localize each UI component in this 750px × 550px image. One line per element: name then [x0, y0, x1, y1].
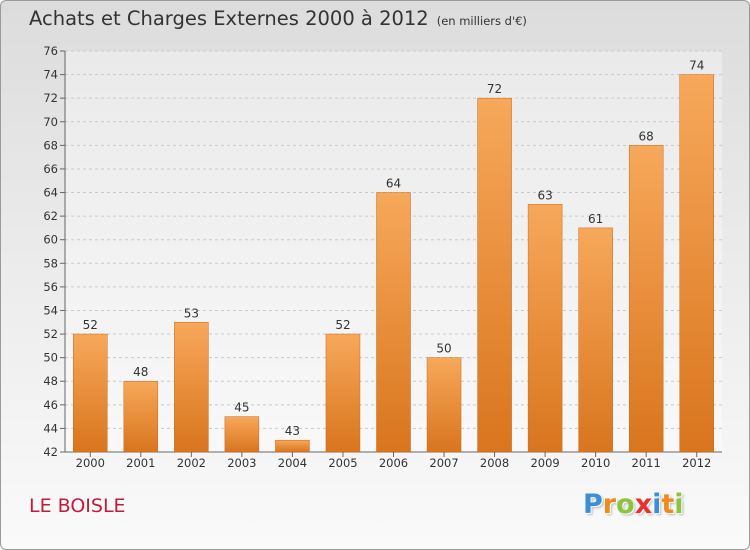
bar-value-label: 48	[133, 365, 148, 379]
x-tick-label: 2000	[76, 456, 105, 470]
y-tick-label: 72	[43, 91, 58, 105]
y-tick-label: 60	[43, 233, 58, 247]
x-tick-label: 2008	[480, 456, 509, 470]
logo-letter: t	[661, 489, 675, 520]
bar	[73, 333, 108, 453]
bar	[527, 204, 563, 453]
logo-letter: i	[674, 489, 684, 520]
bar-value-label: 45	[234, 401, 249, 415]
bar	[275, 439, 310, 453]
y-tick-label: 74	[43, 68, 58, 82]
bar-value-label: 63	[537, 188, 552, 202]
x-tick-label: 2007	[429, 456, 458, 470]
chart-title-main: Achats et Charges Externes 2000 à 2012	[29, 7, 429, 30]
bar-value-label: 50	[436, 342, 451, 356]
bar	[123, 380, 159, 453]
x-tick-label: 2002	[177, 456, 206, 470]
y-tick-label: 68	[43, 138, 58, 152]
x-tick-label: 2001	[126, 456, 155, 470]
x-tick-label: 2005	[328, 456, 357, 470]
bar-value-label: 74	[689, 59, 704, 73]
proxiti-logo: Proxiti	[583, 489, 684, 520]
bar-value-label: 68	[639, 129, 654, 143]
y-tick-label: 50	[43, 351, 58, 365]
y-tick-label: 56	[43, 280, 58, 294]
bar-value-label: 43	[285, 424, 300, 438]
y-tick-label: 48	[43, 374, 58, 388]
chart-subtitle: (en milliers d'€)	[436, 14, 527, 28]
y-tick-label: 70	[43, 115, 58, 129]
x-tick-label: 2009	[530, 456, 559, 470]
bar	[426, 357, 462, 453]
logo-letter: r	[602, 489, 617, 520]
x-tick-label: 2011	[632, 456, 661, 470]
bar	[174, 322, 209, 453]
y-tick-label: 42	[43, 445, 58, 459]
bar	[679, 74, 714, 453]
logo-letter: x	[634, 489, 653, 520]
bar	[376, 192, 411, 453]
bar-value-label: 72	[487, 82, 502, 96]
bar	[477, 97, 512, 453]
bar	[224, 416, 260, 453]
y-tick-label: 54	[43, 303, 58, 317]
bar-value-label: 64	[386, 177, 401, 191]
bar	[578, 227, 613, 453]
bar	[628, 145, 664, 453]
x-tick-label: 2010	[581, 456, 610, 470]
y-tick-label: 66	[43, 162, 58, 176]
y-tick-label: 58	[43, 256, 58, 270]
y-tick-label: 76	[43, 44, 58, 58]
y-tick-label: 62	[43, 209, 58, 223]
y-tick-label: 44	[43, 421, 58, 435]
place-name: LE BOISLE	[29, 495, 126, 517]
y-tick-label: 64	[43, 186, 58, 200]
y-tick-label: 46	[43, 398, 58, 412]
logo-letter: P	[583, 489, 603, 520]
chart-title: Achats et Charges Externes 2000 à 2012 (e…	[29, 7, 527, 30]
bar	[325, 333, 361, 453]
bar-value-label: 53	[184, 306, 199, 320]
y-tick-label: 52	[43, 327, 58, 341]
logo-letter: i	[652, 489, 662, 520]
bar-value-label: 52	[335, 318, 350, 332]
x-tick-label: 2003	[227, 456, 256, 470]
x-tick-label: 2006	[379, 456, 408, 470]
logo-letter: o	[616, 489, 635, 520]
bar-value-label: 61	[588, 212, 603, 226]
x-tick-label: 2004	[278, 456, 307, 470]
bar-value-label: 52	[83, 318, 98, 332]
x-tick-label: 2012	[682, 456, 711, 470]
